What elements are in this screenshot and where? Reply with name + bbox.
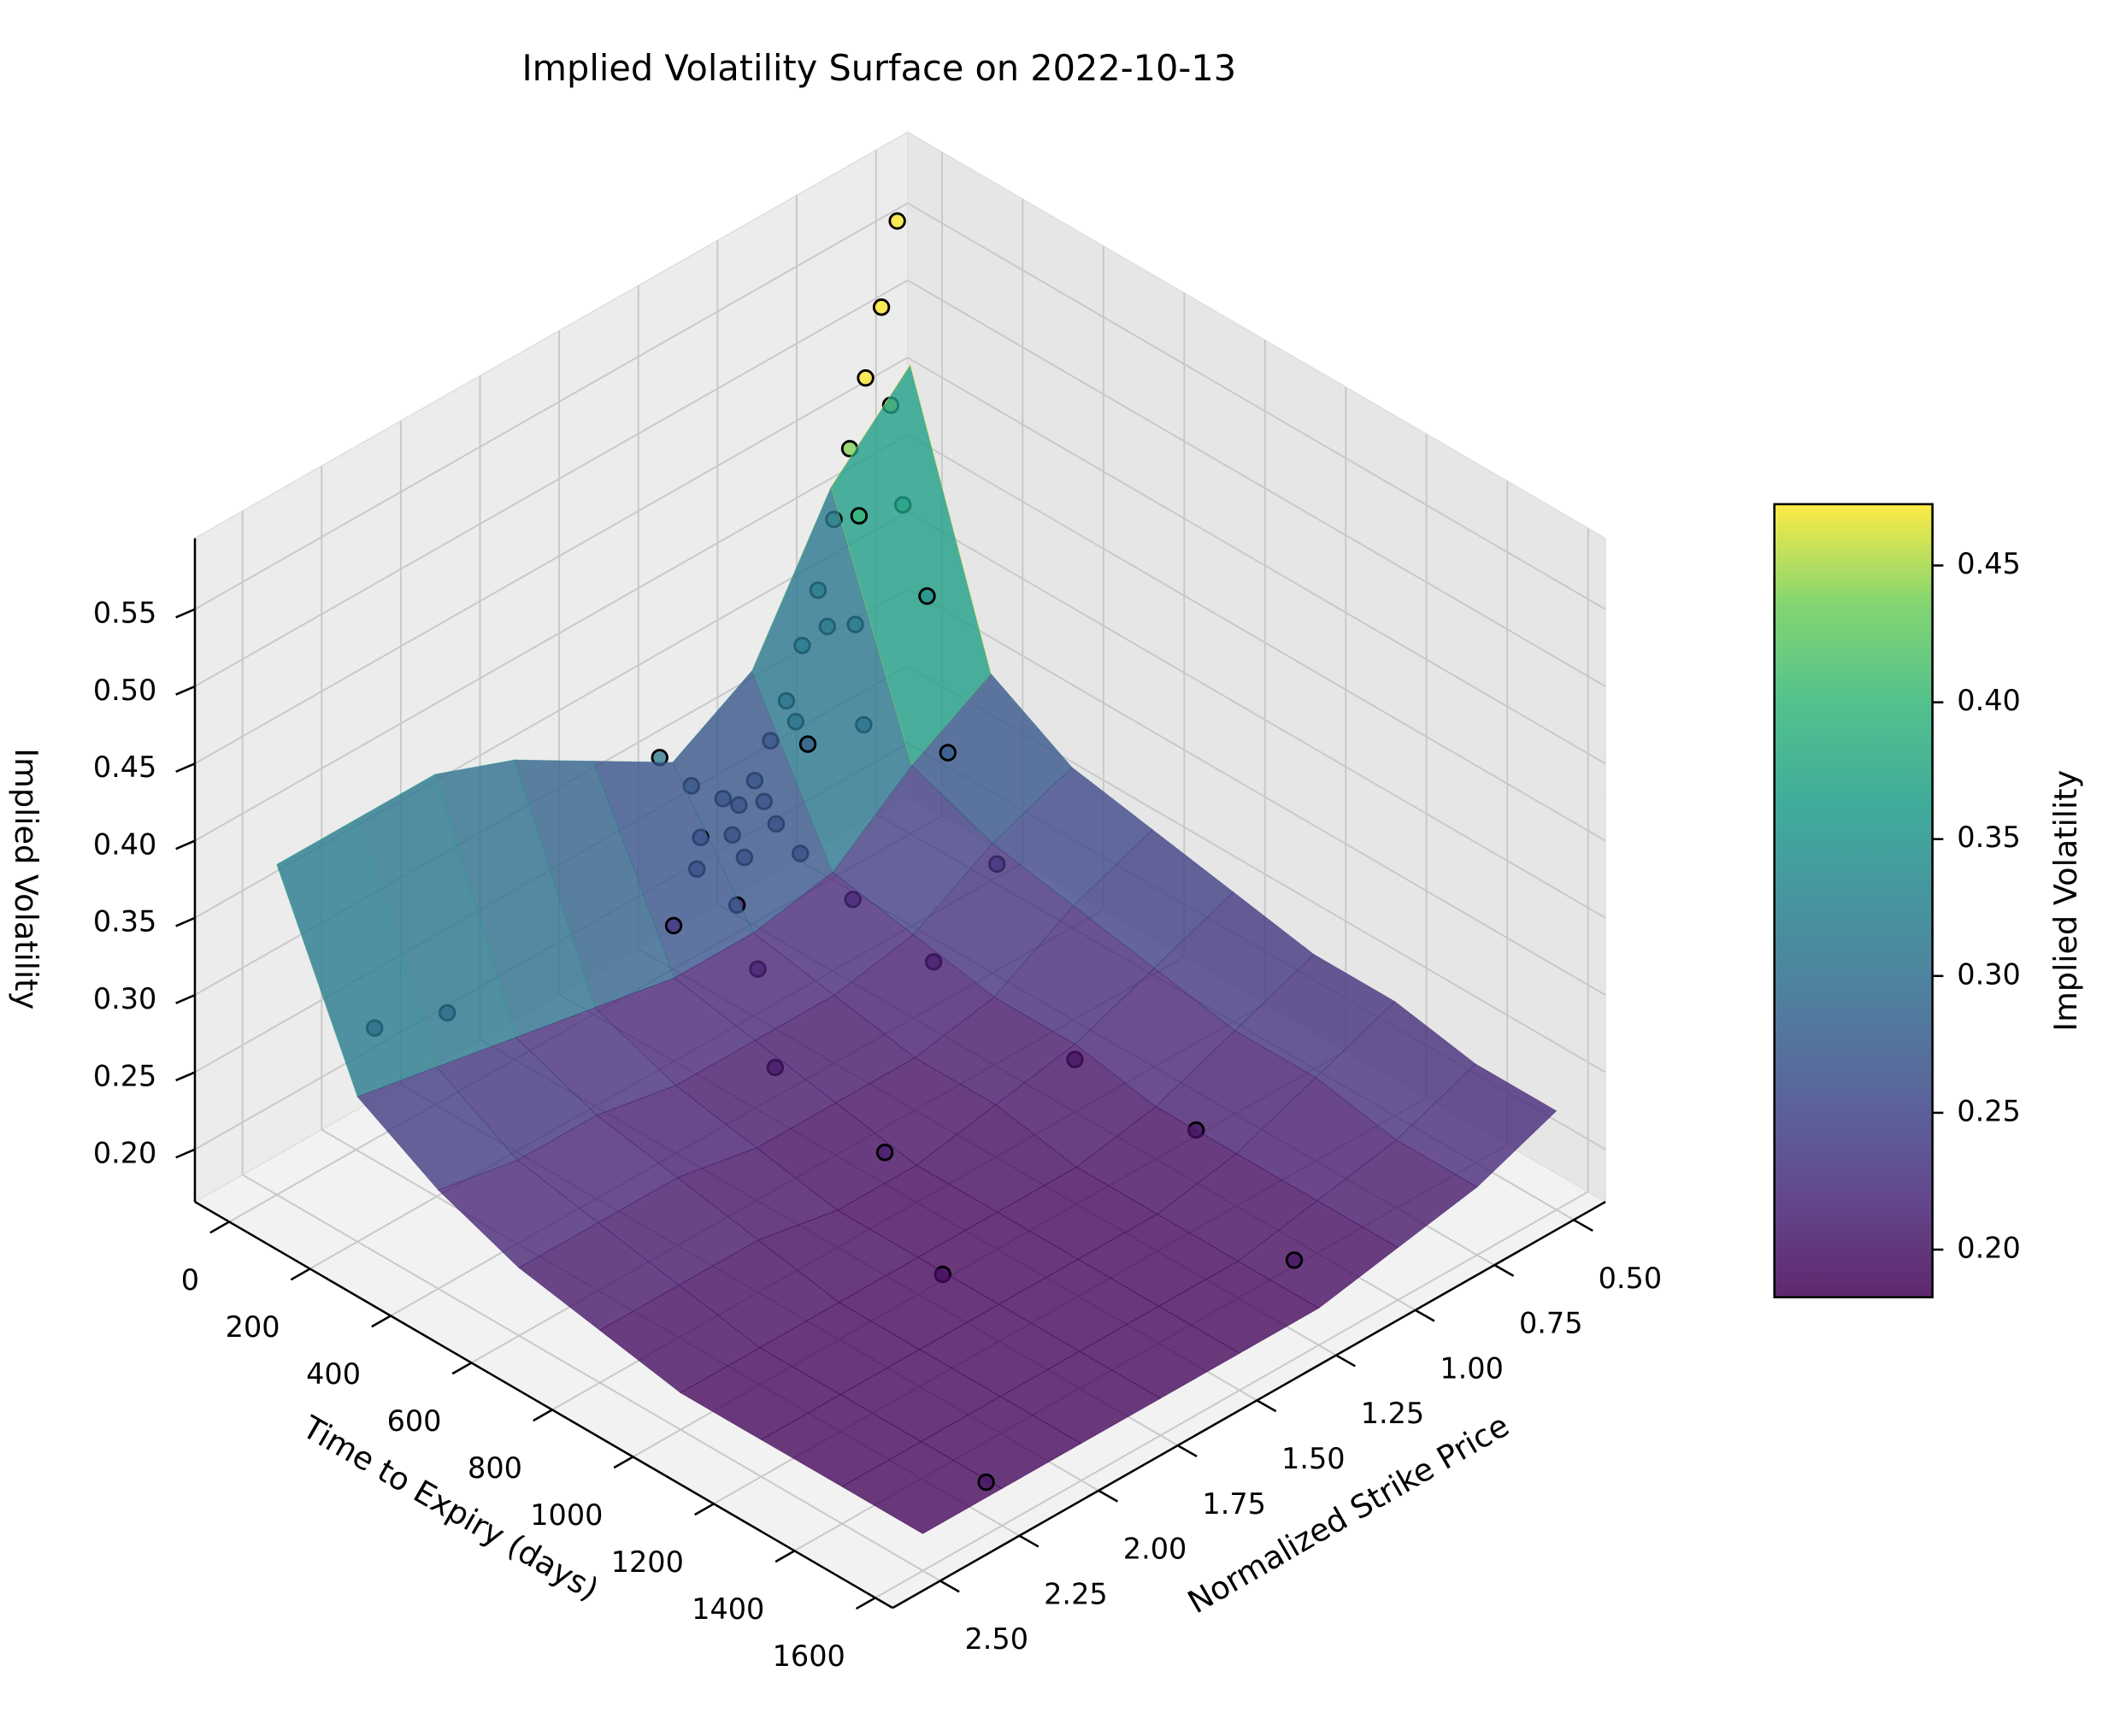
z-tick <box>175 993 196 1004</box>
scatter-point <box>798 735 817 753</box>
x-tick-label: 200 <box>226 1310 280 1344</box>
y-tick-label: 1.50 <box>1281 1442 1346 1475</box>
y-tick <box>1256 1399 1277 1413</box>
y-tick <box>1573 1219 1593 1233</box>
y-tick-label: 0.75 <box>1519 1307 1583 1340</box>
colorbar-tick-label: 0.40 <box>1957 684 2021 717</box>
scatter-point <box>939 744 957 762</box>
surface-cell <box>841 1441 1003 1534</box>
z-tick <box>175 685 196 696</box>
z-tick <box>175 839 196 850</box>
y-tick-label: 2.50 <box>965 1622 1029 1656</box>
y-tick <box>939 1580 960 1593</box>
colorbar-tick-label: 0.25 <box>1957 1094 2021 1127</box>
x-tick-label: 1200 <box>611 1545 684 1579</box>
x-tick-label: 400 <box>306 1357 361 1391</box>
x-tick <box>371 1315 392 1328</box>
colorbar <box>1773 503 1934 1298</box>
x-tick <box>774 1550 796 1563</box>
z-tick-label: 0.45 <box>93 750 157 784</box>
scatter-point <box>850 507 869 525</box>
z-tick <box>175 1071 196 1082</box>
x-tick <box>451 1362 473 1375</box>
grid-line <box>194 356 1606 765</box>
y-tick-label: 2.25 <box>1044 1577 1108 1610</box>
x-tick <box>855 1597 876 1610</box>
z-tick <box>175 608 196 619</box>
y-tick-label: 0.50 <box>1599 1262 1663 1295</box>
y-axis-line <box>892 1200 1606 1609</box>
z-tick-label: 0.30 <box>93 982 157 1015</box>
scatter-point <box>664 916 683 935</box>
x-axis-line <box>194 1200 893 1609</box>
y-tick-label: 1.25 <box>1361 1397 1425 1430</box>
y-tick <box>1415 1309 1435 1322</box>
x-tick <box>209 1221 230 1234</box>
y-tick <box>1493 1263 1515 1277</box>
y-tick-label: 2.00 <box>1123 1533 1187 1566</box>
x-tick <box>694 1503 715 1516</box>
z-tick-label: 0.25 <box>93 1059 157 1092</box>
scatter-point <box>875 1144 894 1162</box>
y-tick <box>1177 1445 1198 1457</box>
z-tick <box>175 762 196 774</box>
y-tick <box>1335 1354 1356 1368</box>
chart-title: Implied Volatility Surface on 2022-10-13 <box>521 48 1236 89</box>
grid-line <box>875 527 1589 1599</box>
z-tick-label: 0.50 <box>93 674 157 707</box>
z-tick-label: 0.55 <box>93 597 157 630</box>
colorbar-tick-label: 0.20 <box>1957 1231 2021 1264</box>
x-tick-label: 800 <box>468 1451 522 1485</box>
scatter-point <box>872 298 891 316</box>
grid-line <box>194 279 1606 687</box>
x-tick-label: 1000 <box>530 1498 603 1532</box>
z-tick <box>175 1148 196 1159</box>
x-tick <box>613 1456 634 1469</box>
scatter-point <box>857 368 875 387</box>
colorbar-label: Implied Volatility <box>2047 770 2084 1032</box>
y-tick-label: 1.00 <box>1440 1351 1504 1385</box>
y-tick <box>1098 1489 1119 1503</box>
scatter-point <box>1285 1251 1304 1269</box>
colorbar-tick-label: 0.35 <box>1957 821 2021 854</box>
x-tick <box>290 1268 311 1281</box>
z-tick <box>175 916 196 927</box>
z-tick-label: 0.35 <box>93 905 157 939</box>
z-axis-label: Implied Volatility <box>8 748 44 1009</box>
grid-line <box>241 510 941 1582</box>
colorbar-tick-label: 0.30 <box>1957 957 2021 991</box>
x-tick <box>533 1409 553 1422</box>
x-tick-label: 600 <box>387 1404 442 1438</box>
scatter-point <box>918 587 936 605</box>
x-tick-label: 0 <box>181 1263 199 1297</box>
y-tick-label: 1.75 <box>1202 1487 1266 1521</box>
colorbar-tick-label: 0.45 <box>1957 547 2021 580</box>
z-tick-label: 0.20 <box>93 1137 157 1170</box>
scatter-point <box>888 212 906 230</box>
grid-line <box>194 202 1606 610</box>
x-tick-label: 1400 <box>692 1592 764 1626</box>
x-tick-label: 1600 <box>773 1639 845 1673</box>
z-tick-label: 0.40 <box>93 827 157 861</box>
scatter-point <box>977 1473 995 1492</box>
y-tick <box>1018 1534 1039 1548</box>
